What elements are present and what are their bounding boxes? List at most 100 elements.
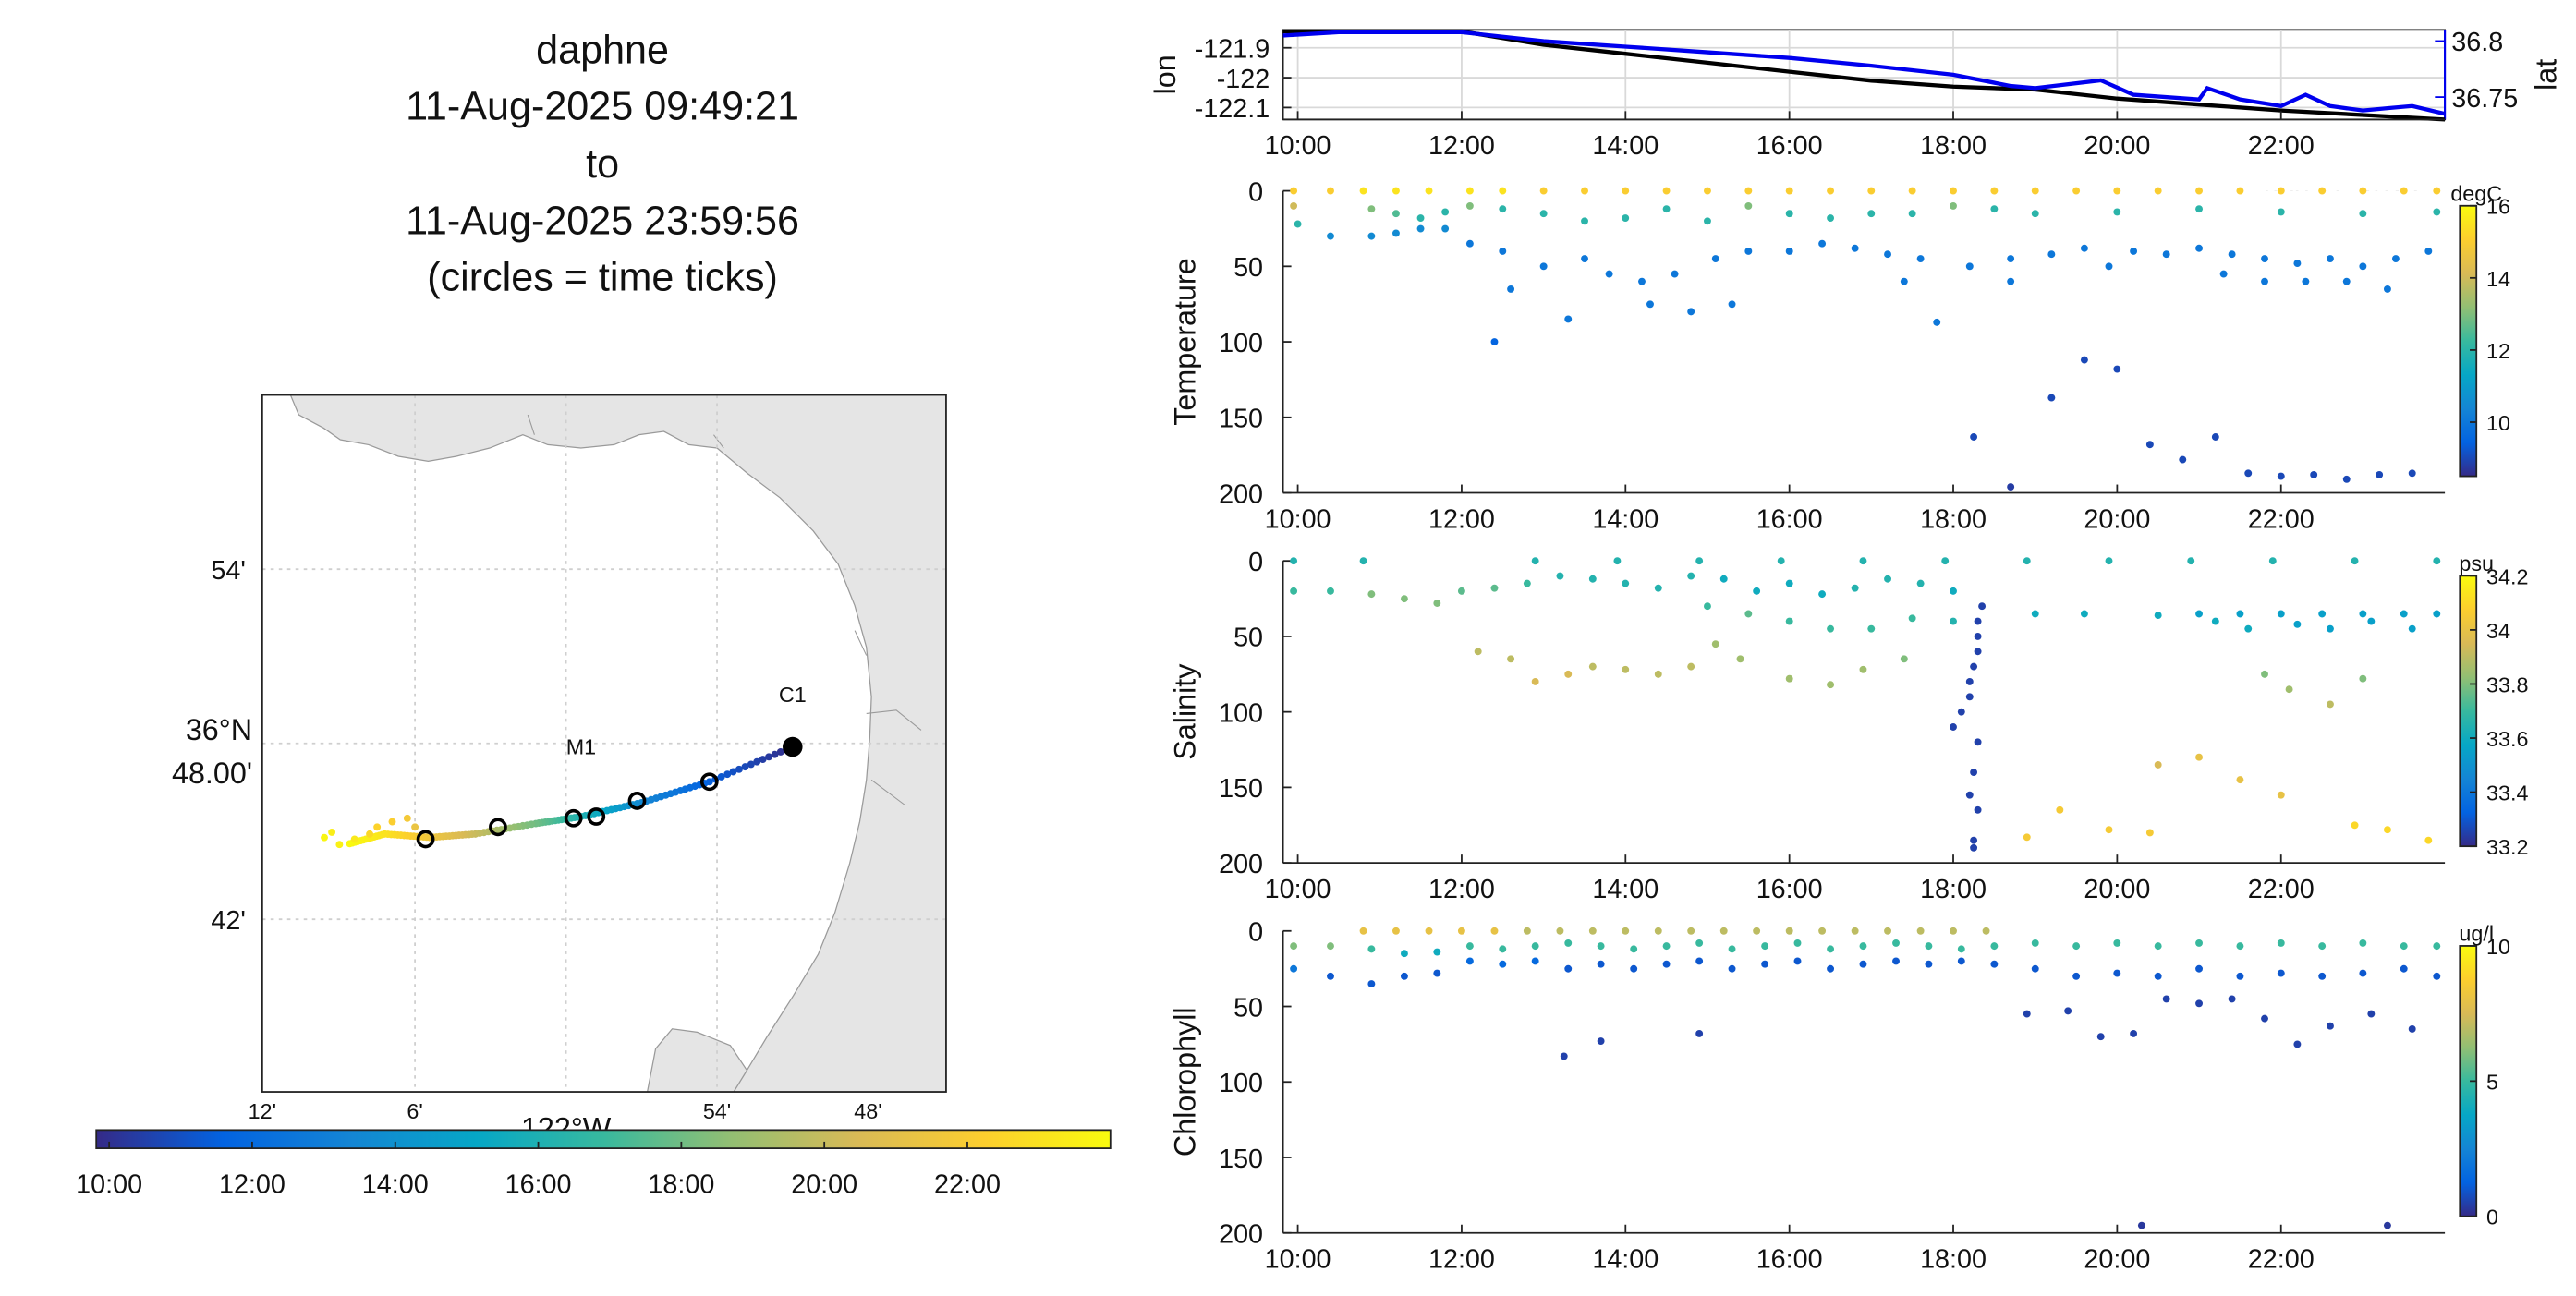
- chlorophyll-point: [1367, 945, 1376, 953]
- temperature-point: [2007, 255, 2015, 263]
- salinity-point: [2277, 791, 2285, 799]
- salinity-point: [1884, 575, 1891, 583]
- track-point: [366, 830, 374, 838]
- temperature-point: [2327, 255, 2334, 263]
- salinity-point: [1974, 648, 1982, 656]
- salinity-point: [1867, 624, 1876, 633]
- chlorophyll-point: [1556, 927, 1564, 935]
- temperature-point: [1290, 201, 1298, 210]
- track-point: [388, 818, 396, 826]
- chlorophyll-point: [1465, 942, 1474, 951]
- time-colorbar-label-1: 12:00: [219, 1170, 286, 1200]
- salinity-y-tick-label-4: 200: [1219, 850, 1263, 879]
- temperature-colorbar-label-1: 14: [2486, 267, 2510, 291]
- temperature-point: [1539, 262, 1548, 271]
- salinity-point: [2359, 674, 2367, 683]
- chlorophyll-colorbar-label-0: 10: [2486, 935, 2510, 959]
- title-line-1: daphne: [536, 28, 669, 72]
- chlorophyll-point: [2031, 964, 2039, 973]
- right-panels: -121.9-122-122.1 36.8 36.75 lon lat 10:00 12:0…: [1148, 28, 2563, 1274]
- x-tick-label-temperature-4: 18:00: [1920, 504, 1987, 534]
- river-lines: [527, 414, 922, 805]
- temperature-point: [2080, 244, 2088, 252]
- chlorophyll-point: [2293, 1040, 2302, 1048]
- salinity-point: [2211, 617, 2219, 625]
- salinity-point: [1827, 681, 1835, 689]
- salinity-point: [2277, 610, 2285, 618]
- temperature-point: [2072, 187, 2081, 195]
- temperature-point: [1671, 270, 1679, 278]
- temperature-point: [2179, 455, 2187, 464]
- temperature-point: [1539, 210, 1548, 218]
- salinity-point: [2318, 610, 2327, 618]
- salinity-point: [1507, 655, 1515, 663]
- time-colorbar-label-5: 20:00: [791, 1170, 857, 1200]
- temperature-point: [2310, 470, 2318, 478]
- temperature-colorbar: [2459, 204, 2478, 478]
- salinity-point: [1290, 587, 1298, 595]
- temperature-y-tick-label-0: 0: [1248, 177, 1263, 207]
- temperature-point: [1416, 214, 1425, 222]
- salinity-point: [1970, 836, 1978, 844]
- chlorophyll-point: [1859, 942, 1867, 951]
- title-line-2: 11-Aug-2025 09:49:21: [406, 84, 799, 128]
- x-tick-label-position-2: 14:00: [1592, 131, 1659, 161]
- map-grid: [261, 394, 946, 1093]
- salinity-axes-bg: [1282, 561, 2446, 864]
- track-point: [735, 765, 743, 773]
- position-axes-box: [1282, 29, 2446, 121]
- map-lon-tick-54: 54': [703, 1099, 731, 1123]
- chlorophyll-point: [2359, 939, 2367, 947]
- chlorophyll-point: [1687, 927, 1695, 935]
- temperature-point: [1900, 277, 1908, 285]
- salinity-point: [1588, 575, 1597, 583]
- chlorophyll-point: [1827, 945, 1835, 953]
- chlorophyll-point: [1785, 927, 1793, 935]
- temperature-point: [2031, 210, 2039, 218]
- chlorophyll-point: [2072, 972, 2081, 980]
- salinity-point: [1719, 575, 1728, 583]
- chlorophyll-point: [1761, 960, 1769, 968]
- salinity-point: [2056, 805, 2064, 814]
- temperature-point: [2195, 244, 2204, 252]
- temperature-y-tick-label-1: 50: [1233, 253, 1263, 283]
- x-tick-label-chlorophyll-4: 18:00: [1920, 1244, 1987, 1274]
- salinity-point: [1965, 791, 1974, 799]
- chlorophyll-point: [1753, 927, 1761, 935]
- temperature-point: [2031, 187, 2039, 195]
- track-point: [765, 753, 773, 761]
- chlorophyll-point: [2113, 969, 2121, 977]
- temperature-point: [2391, 255, 2400, 263]
- salinity-point: [2236, 610, 2244, 618]
- lon-tick-label-1: -122: [1217, 65, 1270, 94]
- chlorophyll-y-tick-label-2: 100: [1219, 1069, 1263, 1098]
- x-tick-label-chlorophyll-6: 22:00: [2248, 1244, 2315, 1274]
- chlorophyll-point: [1490, 927, 1499, 935]
- temperature-point: [2277, 208, 2285, 216]
- chlorophyll-point: [1367, 980, 1376, 988]
- x-tick-label-position-6: 22:00: [2248, 131, 2315, 161]
- x-tick-label-temperature-6: 22:00: [2248, 504, 2315, 534]
- salinity-point: [1785, 579, 1793, 587]
- salinity-point: [1753, 587, 1761, 595]
- chlorophyll-point: [1290, 964, 1298, 973]
- chlorophyll-point: [1457, 927, 1465, 935]
- map-lat-tick-54: 54': [211, 556, 245, 586]
- map-lat-center-1: 36°N: [186, 713, 252, 746]
- salinity-point: [1359, 557, 1367, 565]
- time-tick-circle: [627, 792, 647, 810]
- chlorophyll-colorbar-label-1: 5: [2486, 1070, 2498, 1094]
- chlorophyll-point: [2154, 972, 2162, 980]
- track-point: [747, 760, 755, 769]
- map-lon-tick-6: 6': [407, 1099, 422, 1123]
- chlorophyll-point: [2318, 942, 2327, 951]
- chlorophyll-point: [1531, 957, 1539, 965]
- chlorophyll-point: [2162, 995, 2170, 1003]
- temperature-point: [1290, 187, 1298, 195]
- time-colorbar-ticks: 10:00 12:00 14:00 16:00 18:00 20:00 22:00: [76, 1141, 1001, 1200]
- temperature-point: [2080, 356, 2088, 364]
- salinity-point: [1704, 602, 1711, 611]
- x-tick-label-position-4: 18:00: [1920, 131, 1987, 161]
- x-tick-label-position-0: 10:00: [1265, 131, 1331, 161]
